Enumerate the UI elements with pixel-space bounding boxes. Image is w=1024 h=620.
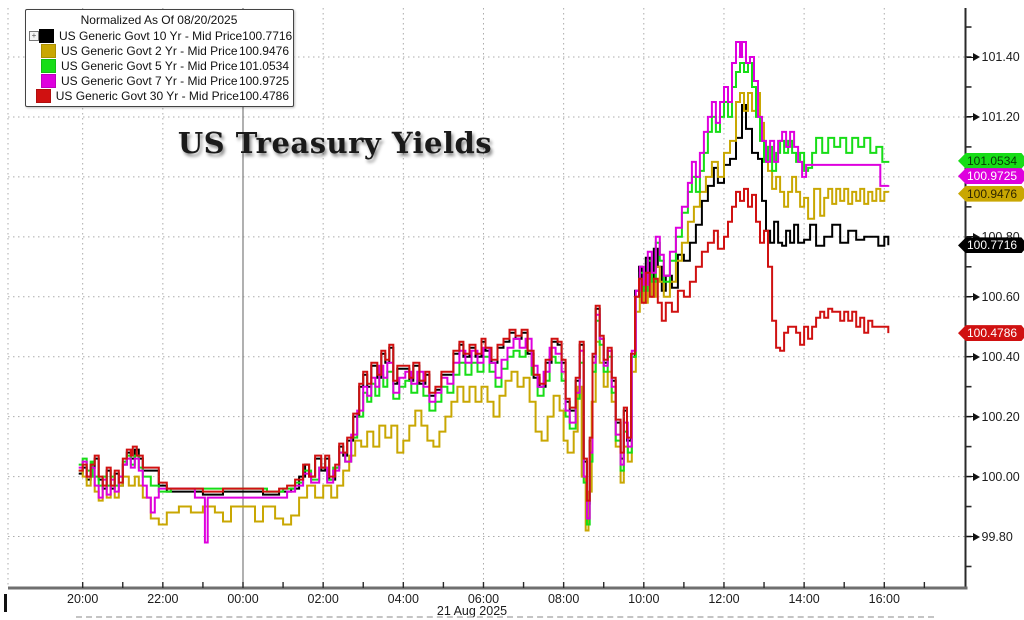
tick-line (966, 116, 973, 118)
price-tag: 100.7716 (958, 237, 1024, 254)
axis-arrow-icon (972, 53, 980, 61)
series-label: US Generic Govt 2 Yr - Mid Price (61, 43, 238, 58)
series-label: US Generic Govt 30 Yr - Mid Price (55, 88, 239, 103)
series-last-value: 101.0534 (238, 58, 289, 73)
bottom-left-frame-mark (4, 594, 7, 612)
axis-arrow-icon (972, 112, 980, 121)
x-axis-label: 20:00 (67, 592, 99, 606)
y-tick-text: 100.00 (981, 469, 1020, 484)
y-axis-label: 101.40 (966, 49, 1020, 65)
series-line-2 (78, 62, 890, 526)
legend-item[interactable]: US Generic Govt 7 Yr - Mid Price 100.9725 (29, 73, 289, 88)
tick-line (966, 416, 973, 418)
x-axis-label: 08:00 (547, 592, 580, 606)
bottom-dashed-rule (76, 616, 934, 618)
y-tick-text: 101.20 (981, 109, 1020, 124)
y-tick-text: 99.80 (981, 529, 1013, 544)
axis-arrow-icon (972, 352, 980, 361)
axis-arrow-icon (972, 232, 980, 241)
y-tick-text: 100.20 (981, 409, 1020, 424)
series-swatch (35, 88, 51, 103)
y-axis-label: 101.20 (966, 109, 1020, 125)
series-swatch (41, 43, 56, 58)
x-axis-label: 04:00 (387, 592, 419, 606)
series-last-value: 100.7716 (242, 28, 293, 43)
series-line-4 (78, 187, 890, 502)
series-line-1 (78, 92, 890, 532)
series-label: US Generic Govt 7 Yr - Mid Price (61, 73, 238, 88)
x-axis-label: 16:00 (868, 592, 900, 606)
legend-item[interactable]: + US Generic Govt 10 Yr - Mid Price 100.77… (29, 28, 293, 43)
tick-line (966, 356, 973, 358)
x-axis-label: 00:00 (227, 592, 259, 606)
price-tag: 100.9725 (958, 168, 1024, 185)
y-tick-text: 100.40 (981, 349, 1020, 364)
y-axis-label: 100.60 (966, 289, 1020, 305)
tick-line (966, 476, 973, 478)
tick-line (966, 536, 973, 538)
series-last-value: 100.9476 (238, 43, 289, 58)
series-label: US Generic Govt 10 Yr - Mid Price (59, 28, 243, 43)
price-tag: 101.0534 (958, 152, 1024, 169)
y-axis-label: 100.00 (966, 469, 1020, 485)
legend-item[interactable]: US Generic Govt 2 Yr - Mid Price 100.9476 (29, 43, 289, 58)
plus-icon: + (29, 30, 39, 41)
axis-arrow-icon (972, 532, 980, 541)
y-axis-label: 99.80 (966, 529, 1013, 545)
tick-line (966, 236, 973, 238)
axis-arrow-icon (972, 412, 980, 421)
x-axis-date-label: 21 Aug 2025 (436, 604, 508, 618)
legend-item[interactable]: US Generic Govt 30 Yr - Mid Price 100.478… (29, 88, 289, 103)
x-axis-label: 10:00 (628, 592, 660, 606)
series-last-value: 100.9725 (238, 73, 289, 88)
axis-arrow-icon (972, 472, 980, 481)
x-axis-label: 22:00 (147, 592, 179, 606)
series-swatch (41, 73, 56, 88)
series-label: US Generic Govt 5 Yr - Mid Price (61, 58, 238, 73)
axis-arrow-icon (972, 292, 980, 301)
series-swatch (39, 28, 54, 43)
y-tick-text: 101.40 (981, 50, 1020, 64)
expand-icon[interactable]: + (29, 30, 39, 41)
x-axis-label: 06:00 (467, 592, 500, 606)
legend-rows: + US Generic Govt 10 Yr - Mid Price 100.77… (29, 28, 293, 103)
y-axis-label: 100.40 (966, 349, 1020, 365)
price-tag: 100.4786 (958, 325, 1024, 342)
tick-line (966, 56, 973, 58)
legend: Normalized As Of 08/20/2025 + US Generic … (25, 9, 294, 107)
price-tag: 100.9476 (958, 185, 1024, 202)
x-axis-label: 14:00 (788, 592, 820, 606)
legend-item[interactable]: US Generic Govt 5 Yr - Mid Price 101.0534 (29, 58, 289, 73)
legend-title: Normalized As Of 08/20/2025 (80, 13, 238, 27)
x-axis-label: 02:00 (307, 592, 339, 606)
chart-title: US Treasury Yields (177, 126, 493, 160)
series-last-value: 100.4786 (238, 88, 289, 103)
y-tick-text: 100.60 (981, 289, 1020, 304)
series-swatch (41, 58, 56, 73)
tick-line (966, 296, 973, 298)
x-axis-label: 12:00 (708, 592, 740, 606)
y-axis-label: 100.20 (966, 409, 1020, 425)
